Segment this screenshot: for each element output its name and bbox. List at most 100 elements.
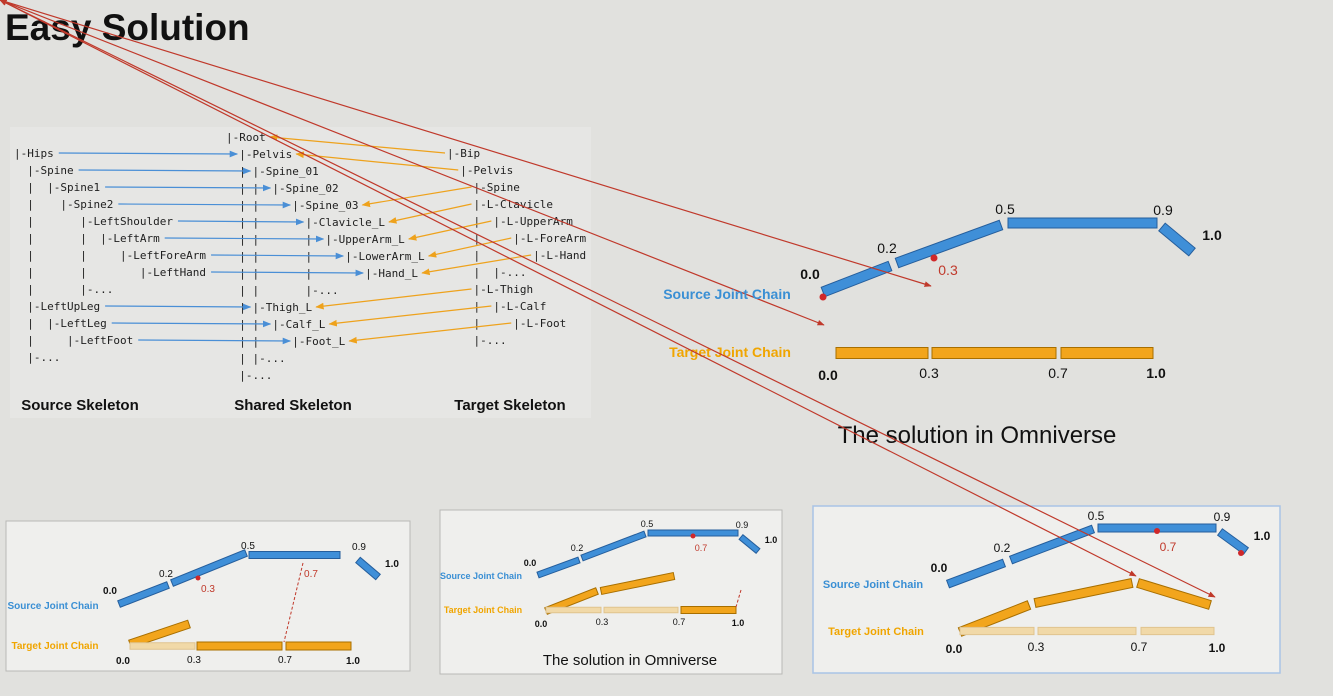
skeleton-line: | |-Spine1	[14, 181, 100, 194]
skeleton-label: Shared Skeleton	[234, 397, 352, 414]
source_marks-label: 0.2	[571, 543, 584, 553]
skeleton-line: |-Root	[226, 131, 266, 144]
source_marks-label: 0.9	[736, 520, 749, 530]
target-segment	[1060, 347, 1154, 359]
source-chain-label: Source Joint Chain	[663, 286, 791, 302]
target-rest-segment	[545, 606, 602, 614]
skeleton-line: | | |-LeftHand	[14, 266, 206, 279]
skeleton-line: | | |-LeftForeArm	[14, 249, 206, 262]
points-label: 0.7	[304, 569, 318, 580]
skeleton-line: |-Pelvis	[447, 164, 513, 177]
target_marks-label: 0.3	[596, 617, 609, 627]
target-segment	[680, 606, 737, 614]
target-rest-segment	[1037, 626, 1137, 636]
target-rest-segment	[129, 642, 196, 650]
skeleton-line: |-...	[447, 334, 507, 347]
source-chain-label: Source Joint Chain	[823, 579, 924, 591]
target-segment	[835, 347, 929, 359]
points-label: 0.7	[695, 543, 708, 553]
sample-dot	[819, 293, 827, 301]
source_marks-label: 1.0	[1254, 529, 1271, 543]
target_marks-label: 0.3	[1028, 640, 1045, 654]
target_marks-label: 0.3	[919, 365, 939, 381]
projection-line	[283, 562, 304, 643]
skeleton-line: | | |-Clavicle_L	[226, 216, 385, 229]
skeleton-line: | |-L-ForeArm	[447, 232, 586, 245]
sample-dot	[195, 575, 201, 581]
source_marks-label: 1.0	[1202, 227, 1222, 243]
skeleton-label: Target Skeleton	[454, 397, 565, 414]
target_marks-label: 1.0	[1146, 365, 1166, 381]
target_marks-label: 1.0	[732, 618, 745, 628]
target_marks-label: 0.3	[187, 655, 201, 666]
target_marks-label: 0.7	[1131, 640, 1148, 654]
skeleton-line: | |-LeftFoot	[14, 334, 133, 347]
source_marks-label: 0.9	[352, 542, 366, 553]
skeleton-line: | |-...	[226, 352, 286, 365]
caption: The solution in Omniverse	[543, 652, 717, 669]
source_marks-label: 0.2	[994, 541, 1011, 555]
skeleton-line: | | |-...	[226, 284, 339, 297]
sample-dot	[930, 254, 938, 262]
target_marks-label: 0.0	[818, 367, 838, 383]
source-chain-label: Source Joint Chain	[7, 601, 98, 612]
source_marks-label: 0.0	[800, 266, 820, 282]
target_marks-label: 0.7	[1048, 365, 1068, 381]
points-label: 0.7	[1160, 540, 1177, 554]
skeleton-line: | | |-Calf_L	[226, 318, 326, 331]
source_marks-label: 0.2	[877, 240, 897, 256]
skeleton-line: |-Hips	[14, 147, 54, 160]
sample-dot	[1238, 550, 1244, 556]
source_marks-label: 0.5	[641, 519, 654, 529]
skeleton-line: | | |-LeftArm	[14, 232, 160, 245]
skeleton-line: | | |-Spine_03	[226, 199, 358, 212]
source_marks-label: 1.0	[385, 559, 399, 570]
distance-arrow	[0, 0, 1216, 598]
skeleton-line: |-...	[226, 369, 272, 382]
target-chain-label: Target Joint Chain	[11, 641, 98, 652]
skeleton-line: | | | |-LowerArm_L	[226, 250, 425, 263]
target_marks-label: 0.0	[946, 642, 963, 656]
skeleton-line: |-LeftUpLeg	[14, 300, 100, 313]
target-rest-segment	[959, 626, 1035, 636]
source_marks-label: 0.0	[931, 561, 948, 575]
target-rest-segment	[603, 606, 679, 614]
target-segment	[285, 641, 352, 651]
source_marks-label: 0.5	[241, 541, 255, 552]
target_marks-label: 0.0	[535, 619, 548, 629]
source_marks-label: 0.9	[1153, 202, 1173, 218]
skeleton-line: | |-LeftShoulder	[14, 215, 173, 228]
target-chain-label: Target Joint Chain	[444, 605, 522, 615]
skeleton-line: | | | |-Hand_L	[226, 267, 418, 280]
source-segment	[248, 551, 341, 559]
skeleton-line: | |-LeftLeg	[14, 317, 107, 330]
skeleton-line: |-L-Thigh	[447, 283, 533, 296]
target_marks-label: 0.7	[673, 617, 686, 627]
skeleton-label: Source Skeleton	[21, 397, 139, 414]
target-segment	[931, 347, 1057, 359]
source-segment	[1007, 217, 1158, 229]
target_marks-label: 1.0	[1209, 641, 1226, 655]
sample-dot	[1154, 528, 1160, 534]
source_marks-label: 1.0	[765, 535, 778, 545]
points-label: 0.3	[938, 262, 958, 278]
target-chain-label: Target Joint Chain	[669, 344, 791, 360]
sample-dot	[690, 533, 696, 539]
source_marks-label: 0.5	[995, 201, 1015, 217]
target_marks-label: 0.0	[116, 656, 130, 667]
target-chain-label: Target Joint Chain	[828, 626, 924, 638]
skeleton-line: |-...	[14, 351, 60, 364]
source_marks-label: 0.5	[1088, 509, 1105, 523]
skeleton-line: | |-...	[447, 266, 526, 279]
target-segment	[196, 641, 283, 651]
points-label: 0.3	[201, 584, 215, 595]
target_marks-label: 1.0	[346, 656, 360, 667]
source-segment	[1216, 528, 1250, 555]
skeleton-line: | | |-Spine_02	[226, 182, 339, 195]
skeleton-line: | |-L-Hand	[447, 249, 586, 262]
skeleton-line: |-Bip	[447, 147, 480, 160]
source_marks-label: 0.0	[103, 586, 117, 597]
skeleton-line: |-L-Clavicle	[447, 198, 553, 211]
